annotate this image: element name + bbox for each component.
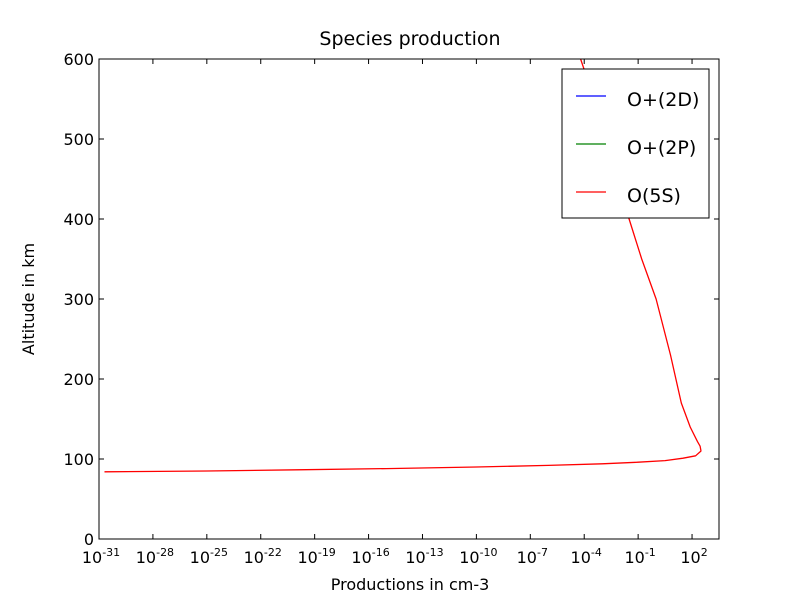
- legend: O+(2D) O+(2P) O(5S): [561, 68, 710, 219]
- plot-frame: [98, 58, 720, 540]
- y-axis-label: Altitude in km: [19, 243, 38, 355]
- x-tick-label: 10-28: [136, 546, 174, 567]
- x-axis-label: Productions in cm-3: [331, 575, 490, 594]
- y-tick-label: 100: [63, 450, 94, 469]
- x-tick-label: 10-7: [517, 546, 548, 567]
- legend-label: O+(2D): [627, 89, 699, 111]
- x-tick-label: 10-4: [571, 546, 602, 567]
- y-tick-label: 200: [63, 370, 94, 389]
- x-tick-label: 10-31: [82, 546, 120, 567]
- x-tick-label: 10-1: [624, 546, 655, 567]
- x-tick-label: 10-22: [244, 546, 282, 567]
- x-tick-label: 10-10: [459, 546, 497, 567]
- chart-title: Species production: [319, 28, 500, 50]
- x-tick-label: 10-19: [297, 546, 335, 567]
- x-tick-label: 10-13: [405, 546, 443, 567]
- y-tick-label: 400: [63, 210, 94, 229]
- y-tick-label: 500: [63, 130, 94, 149]
- legend-label: O+(2P): [627, 137, 696, 159]
- x-tick-label: 10-16: [351, 546, 389, 567]
- axis-ticks: 10-31 10-28 10-25 10-22 10-19 10-16 10-13 10-10…: [63, 50, 719, 567]
- y-tick-label: 600: [63, 50, 94, 69]
- legend-label: O(5S): [627, 185, 681, 207]
- y-tick-label: 300: [63, 290, 94, 309]
- x-tick-label: 102: [680, 546, 707, 567]
- y-tick-label: 0: [84, 530, 94, 549]
- x-tick-label: 10-25: [190, 546, 228, 567]
